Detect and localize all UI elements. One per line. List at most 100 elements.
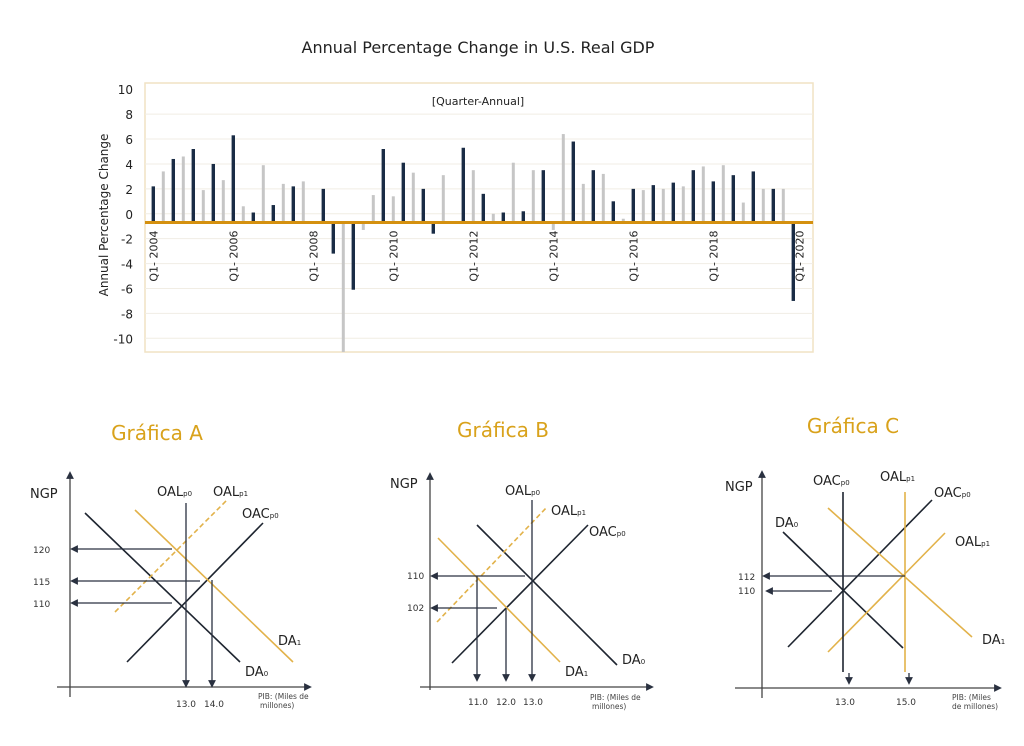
y-tick-label: 10 [118,83,133,97]
bar [631,188,635,223]
y-value: 110 [33,600,50,610]
x-tick-label: Q1- 2012 [467,230,480,281]
bar [611,201,615,223]
bar [691,170,695,223]
label-oal-p1-right: OALp1 [955,535,990,550]
x-value: 13.0 [835,698,855,708]
y-value: 102 [407,604,424,614]
bar [191,149,195,223]
bar [321,188,325,223]
y-value: 110 [738,587,755,597]
gridlines [145,113,813,339]
diagram-grafica-a: Gráfica A NGP 120 115 110 13.0 14.0 PIB:… [30,421,312,710]
bars [151,134,795,352]
diagram-grafica-b: Gráfica B NGP 110 102 11.0 12.0 13.0 PIB… [390,418,654,711]
y-axis-label: NGP [30,487,58,502]
bar [701,166,705,223]
label-da1: DA1 [278,634,301,649]
x-axis-label: PIB: (Miles de [258,692,309,701]
bar [681,186,685,223]
bar [531,170,535,223]
bar [421,188,425,223]
x-tick-label: Q1- 2010 [387,230,400,281]
bar [171,158,175,223]
x-axis-label: PIB: (Miles de [590,693,641,702]
bar [511,162,515,223]
chart-subtitle: [Quarter-Annual] [432,95,524,108]
label-da1: DA1 [982,633,1005,648]
x-axis-label: PIB: (Miles [952,693,991,702]
bar [761,188,765,223]
bar [231,135,235,223]
bar [741,202,745,223]
bar [341,222,345,352]
label-oac-p0: OACp0 [589,525,626,540]
bar [161,171,165,223]
y-tick-label: 2 [125,183,133,197]
bar [521,211,525,223]
bar [351,222,355,290]
x-tick-label: Q1- 2016 [627,230,640,281]
label-oac-p0-top: OACp0 [813,474,850,489]
x-axis-label: millones) [592,702,626,711]
bar [751,171,755,223]
bar [391,196,395,223]
y-axis-label: Annual Percentage Change [97,134,111,297]
bar [731,175,735,223]
bar [151,186,155,223]
gdp-bar-chart: Annual Percentage Change in U.S. Real GD… [97,38,814,353]
bar [581,183,585,223]
bar [261,165,265,223]
label-da0: DA0 [775,516,798,531]
y-tick-label: 8 [125,108,133,122]
bar [481,193,485,223]
x-axis-label: millones) [260,701,294,710]
oac-p0-curve [451,524,589,664]
bar [221,180,225,223]
oal-p1-curve [436,506,548,623]
bar [561,134,565,223]
x-axis-label: de millones) [952,702,998,711]
bar [361,222,365,230]
bar [791,222,795,301]
da0-curve [476,524,618,666]
diagram-a-title: Gráfica A [111,421,203,445]
y-tick-label: -4 [121,258,133,272]
chart-title: Annual Percentage Change in U.S. Real GD… [302,38,655,57]
y-tick-label: -10 [113,332,133,346]
label-oal-p0: OALp0 [157,485,192,500]
bar [381,149,385,223]
x-value: 12.0 [496,698,516,708]
bar [781,188,785,223]
y-tick-label: 4 [125,158,133,172]
x-value: 13.0 [176,700,196,710]
bar [431,222,435,234]
bar [661,188,665,223]
bar [671,182,675,223]
label-oal-p1: OALp1 [551,504,586,519]
bar [621,218,625,223]
da1-curve [437,537,561,663]
x-value: 15.0 [896,698,916,708]
x-value: 11.0 [468,698,488,708]
x-tick-label: Q1- 2008 [307,230,320,281]
bar [721,165,725,223]
diagram-grafica-c: Gráfica C NGP 112 110 13.0 15.0 PIB: (Mi… [725,414,1005,711]
x-value: 14.0 [204,700,224,710]
label-da0: DA0 [622,653,645,668]
oac-p0-curve [126,522,264,663]
bar [331,222,335,254]
y-tick-label: -6 [121,282,133,296]
bar [651,185,655,223]
bar [201,190,205,223]
label-oal-p0: OALp0 [505,484,540,499]
da1-curve [827,507,973,638]
label-da0: DA0 [245,665,268,680]
x-tick-label: Q1- 2004 [147,230,160,281]
bar [211,163,215,223]
da1-curve [134,509,294,663]
label-oac-p0-right: OACp0 [934,486,971,501]
bar [541,170,545,223]
oac-p0-diagonal [787,499,933,648]
